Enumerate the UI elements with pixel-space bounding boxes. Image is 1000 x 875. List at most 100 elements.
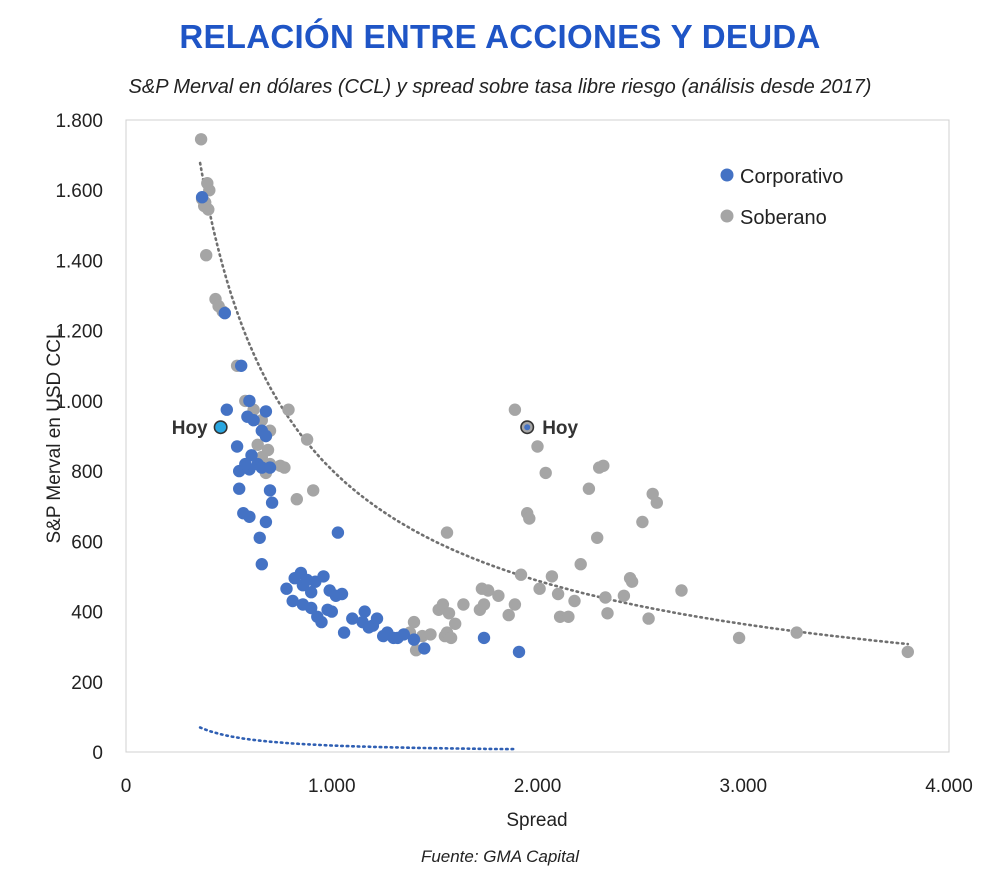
data-point-corporativo [265, 496, 279, 509]
data-point-soberano [636, 515, 649, 529]
data-point-corporativo [259, 429, 273, 443]
data-point-soberano [642, 612, 655, 625]
legend-marker-corporativo [720, 168, 734, 182]
data-point-corporativo [358, 605, 371, 618]
data-point-soberano [597, 459, 610, 472]
data-point-soberano [523, 512, 536, 525]
data-point-corporativo [253, 531, 266, 544]
data-point-soberano [492, 589, 505, 602]
data-point-corporativo [280, 582, 293, 595]
data-point-soberano [675, 584, 688, 597]
data-point-soberano [551, 587, 565, 601]
hoy-label-corporativo: Hoy [172, 418, 208, 439]
y-tick-label: 1.000 [55, 392, 103, 413]
trendline-corporativo [198, 726, 519, 751]
y-tick-label: 200 [71, 673, 103, 694]
data-point-corporativo [337, 626, 351, 639]
y-tick-label: 1.200 [55, 322, 103, 343]
data-point-corporativo [243, 394, 256, 408]
data-point-soberano [901, 645, 914, 659]
data-point-soberano [599, 591, 612, 604]
data-point-corporativo [370, 612, 384, 625]
data-point-soberano [601, 607, 614, 620]
data-point-soberano [449, 617, 462, 630]
data-point-soberano [440, 526, 454, 539]
data-point-soberano [300, 433, 314, 446]
data-point-corporativo [286, 594, 299, 608]
data-point-corporativo [195, 191, 209, 204]
data-point-soberano [477, 598, 491, 611]
hoy-label-soberano: Hoy [542, 418, 578, 439]
data-point-soberano [568, 594, 581, 608]
chart-subtitle: S&P Merval en dólares (CCL) y spread sob… [128, 76, 872, 98]
x-tick-label: 2.000 [514, 776, 562, 797]
data-point-soberano [424, 628, 437, 641]
data-point-corporativo [235, 359, 248, 372]
y-tick-label: 1.600 [55, 181, 103, 202]
data-point-corporativo [305, 586, 318, 599]
data-point-soberano [617, 589, 631, 602]
data-point-soberano [194, 133, 208, 146]
data-point-soberano [502, 608, 515, 622]
data-point-soberano [545, 570, 559, 583]
data-point-soberano [251, 438, 264, 451]
data-point-soberano [436, 598, 450, 611]
data-point-corporativo [259, 405, 273, 418]
data-point-soberano [457, 598, 470, 611]
y-tick-label: 800 [71, 462, 103, 483]
data-point-corporativo [346, 612, 359, 625]
data-point-corporativo [255, 558, 268, 571]
legend-label-corporativo: Corporativo [740, 166, 843, 188]
data-point-soberano [508, 403, 522, 416]
y-tick-label: 1.400 [55, 251, 103, 272]
data-point-corporativo [239, 457, 252, 471]
hoy-point-inner [524, 424, 531, 431]
data-point-soberano [539, 466, 552, 480]
data-point-soberano [533, 582, 546, 595]
chart-title: RELACIÓN ENTRE ACCIONES Y DEUDA [179, 18, 821, 55]
data-point-corporativo [220, 403, 233, 416]
y-tick-label: 1.800 [55, 111, 103, 132]
data-point-corporativo [512, 645, 526, 659]
data-point-soberano [290, 493, 303, 506]
data-point-corporativo [233, 482, 246, 495]
data-point-corporativo [218, 306, 231, 320]
hoy-point-corporativo [213, 420, 228, 435]
data-point-soberano [582, 482, 596, 495]
data-point-soberano [278, 461, 291, 474]
data-point-corporativo [263, 484, 277, 497]
data-point-soberano [407, 615, 421, 629]
y-tick-label: 600 [71, 532, 103, 553]
y-axis-label: S&P Merval en USD CCL [44, 328, 65, 543]
data-point-soberano [591, 531, 604, 544]
data-point-corporativo [331, 526, 345, 539]
data-point-corporativo [259, 515, 273, 529]
data-point-soberano [625, 575, 639, 588]
trendline-soberano [198, 161, 910, 646]
data-point-corporativo [315, 615, 328, 629]
data-point-corporativo [243, 510, 256, 523]
data-point-soberano [562, 610, 575, 623]
legend-marker-soberano [720, 209, 734, 223]
data-point-soberano [650, 496, 663, 509]
data-point-corporativo [335, 587, 349, 601]
data-point-corporativo [245, 449, 258, 462]
x-tick-label: 3.000 [719, 776, 767, 797]
y-tick-label: 0 [92, 743, 103, 764]
y-tick-label: 400 [71, 603, 103, 624]
data-point-corporativo [325, 605, 338, 618]
data-point-soberano [307, 484, 320, 497]
data-point-soberano [531, 440, 544, 453]
data-point-corporativo [247, 414, 260, 427]
data-point-soberano [514, 568, 528, 581]
data-point-corporativo [397, 628, 410, 641]
data-point-corporativo [418, 642, 431, 655]
x-tick-label: 4.000 [925, 776, 973, 797]
data-point-corporativo [407, 633, 421, 646]
x-tick-label: 0 [121, 776, 132, 797]
data-point-corporativo [317, 570, 330, 583]
data-point-soberano [442, 607, 456, 620]
data-point-soberano [508, 598, 522, 611]
data-point-corporativo [263, 461, 277, 474]
data-point-soberano [790, 626, 803, 639]
